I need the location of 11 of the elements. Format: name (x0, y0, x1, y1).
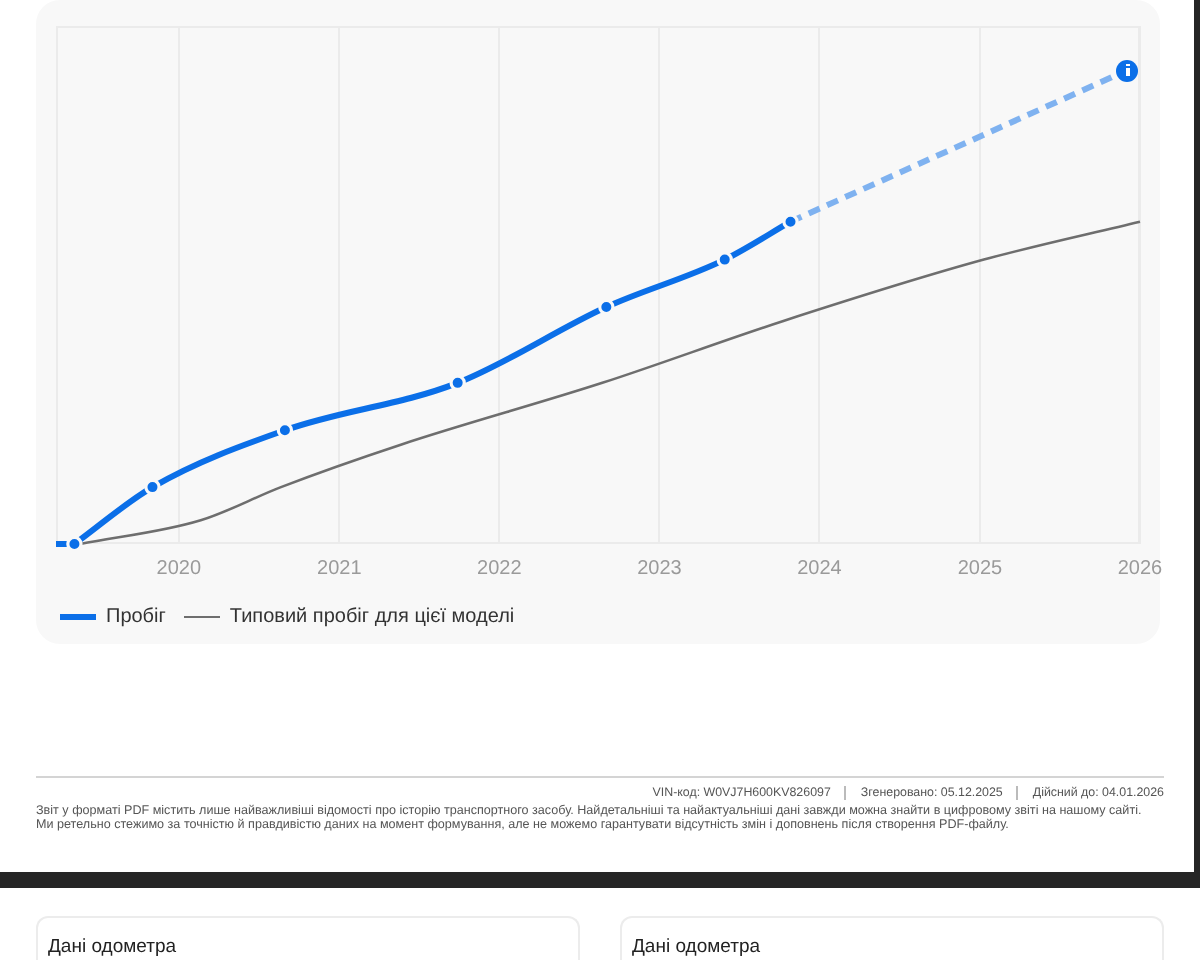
text: Дані одометра (632, 936, 761, 958)
legend-label: Пробіг (106, 606, 166, 628)
x-tick-label: 2026 (1117, 557, 1164, 580)
x-tick-label: 2022 (477, 557, 523, 580)
text: Дані одометра (48, 936, 177, 958)
x-tick-label: 2023 (637, 557, 683, 580)
x-tick-label: 2025 (957, 557, 1004, 580)
x-tick-label: 2021 (317, 557, 363, 580)
legend-label: Типовий пробіг для цієї моделі (229, 606, 515, 628)
x-tick-label: 2024 (797, 557, 843, 580)
x-tick-label: 2020 (156, 557, 202, 580)
